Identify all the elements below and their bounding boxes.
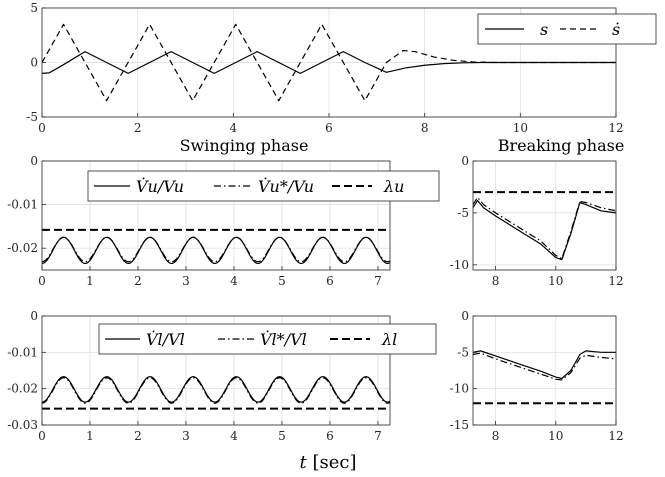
legend-upper-lambda: λu <box>383 177 404 196</box>
lower-breaking-ytick-label-1: -5 <box>457 345 469 359</box>
top-xtick-label-1: 2 <box>134 121 142 135</box>
legend-lower-vl: V̇l/Vl <box>146 330 185 349</box>
top-series-group <box>42 23 616 102</box>
top-ytick-label-0: 5 <box>30 1 38 15</box>
lower-swinging-frame <box>41 315 391 426</box>
legend-upper-vu-star: V̇u*/Vu <box>258 177 314 196</box>
lower-swinging-ytick-label-0: 0 <box>30 309 38 323</box>
upper-swinging-ytick-label-0: 0 <box>30 154 38 168</box>
lower-swinging-xtick-label-0: 0 <box>38 429 46 443</box>
upper-swinging-frame <box>41 160 391 271</box>
legend-top-sdot: ṡ <box>612 20 620 39</box>
legend-lower-vl-star: V̇l*/Vl <box>260 330 307 349</box>
lower-swinging-series-0 <box>42 376 390 403</box>
lower-swinging-xtick-label-6: 6 <box>326 429 334 443</box>
upper-breaking-ytick-label-1: -5 <box>457 206 469 220</box>
top-xtick-label-2: 4 <box>230 121 238 135</box>
upper-breaking-series-group <box>473 191 616 261</box>
legend-lower: V̇l/Vl V̇l*/Vl λl <box>98 323 437 355</box>
lower-breaking-series-1 <box>473 352 616 381</box>
lower-swinging-xtick-label-2: 2 <box>134 429 142 443</box>
legend-lower-box <box>98 323 437 355</box>
upper-breaking-series-1 <box>473 196 616 260</box>
lower-breaking-xtick-label-1: 10 <box>548 429 563 443</box>
lower-swinging-xtick-label-7: 7 <box>374 429 382 443</box>
lower-breaking-ytick-label-3: -15 <box>450 418 469 432</box>
top-xtick-label-0: 0 <box>38 121 46 135</box>
top-ytick-label-2: -5 <box>26 110 38 124</box>
lower-breaking-xtick-label-0: 8 <box>492 429 500 443</box>
upper-breaking-series-0 <box>473 199 616 261</box>
lower-swinging-ytick-label-1: -0.01 <box>7 345 38 359</box>
upper-swinging-xtick-label-3: 3 <box>182 274 190 288</box>
panel-lower-breaking: 8 10 12 0 -5 -10 -15 <box>450 309 624 443</box>
panel-upper-breaking: 8 10 12 0 -5 -10 <box>450 154 624 288</box>
lower-breaking-frame <box>472 315 617 426</box>
top-xtick-label-5: 10 <box>513 121 528 135</box>
top-series-1 <box>42 23 616 102</box>
upper-swinging-xtick-label-2: 2 <box>134 274 142 288</box>
upper-swinging-xtick-label-0: 0 <box>38 274 46 288</box>
legend-top-s: s <box>540 20 548 39</box>
upper-breaking-xtick-label-0: 8 <box>492 274 500 288</box>
x-axis-var: t <box>300 452 308 473</box>
upper-breaking-xtick-label-2: 12 <box>608 274 623 288</box>
legend-upper-box <box>87 170 440 202</box>
lower-swinging-xtick-label-1: 1 <box>86 429 94 443</box>
lower-swinging-xtick-label-4: 4 <box>230 429 238 443</box>
upper-breaking-plot-area <box>473 161 616 270</box>
lower-swinging-series-1 <box>42 377 390 404</box>
lower-swinging-series-group <box>42 376 390 410</box>
upper-swinging-xtick-label-7: 7 <box>374 274 382 288</box>
lower-swinging-ytick-label-2: -0.02 <box>7 382 38 396</box>
legend-upper-vu: V̇u/Vu <box>136 177 184 196</box>
top-series-0 <box>42 51 616 74</box>
legend-upper: V̇u/Vu V̇u*/Vu λu <box>87 170 440 202</box>
lower-breaking-plot-area <box>473 316 616 425</box>
top-frame <box>41 7 617 118</box>
lower-breaking-series-0 <box>473 350 616 380</box>
upper-swinging-series-1 <box>42 236 390 263</box>
upper-swinging-xtick-label-4: 4 <box>230 274 238 288</box>
x-axis-label: t [sec] <box>300 452 357 473</box>
upper-breaking-xtick-label-1: 10 <box>548 274 563 288</box>
lower-swinging-ytick-label-3: -0.03 <box>7 418 38 432</box>
lower-swinging-xtick-label-5: 5 <box>278 429 286 443</box>
lower-breaking-ytick-label-2: -10 <box>450 382 469 396</box>
upper-breaking-ytick-label-2: -10 <box>450 258 469 272</box>
legend-lower-lambda: λl <box>381 330 397 349</box>
swinging-phase-title: Swinging phase <box>180 136 309 155</box>
breaking-phase-title: Breaking phase <box>498 136 625 155</box>
upper-swinging-xtick-label-5: 5 <box>278 274 286 288</box>
top-xtick-label-6: 12 <box>608 121 623 135</box>
legend-top: s ṡ <box>477 13 657 45</box>
lower-breaking-series-group <box>473 350 616 405</box>
lower-breaking-ytick-label-0: 0 <box>461 309 469 323</box>
top-xtick-label-3: 6 <box>325 121 333 135</box>
lower-breaking-xtick-label-2: 12 <box>608 429 623 443</box>
lower-swinging-xtick-label-3: 3 <box>182 429 190 443</box>
upper-swinging-xtick-label-6: 6 <box>326 274 334 288</box>
upper-swinging-ytick-label-1: -0.01 <box>7 198 38 212</box>
upper-breaking-ytick-label-0: 0 <box>461 154 469 168</box>
top-xtick-label-4: 8 <box>421 121 429 135</box>
top-ytick-label-1: 0 <box>30 56 38 70</box>
upper-breaking-frame <box>472 160 617 271</box>
x-axis-unit: [sec] <box>312 452 356 473</box>
upper-swinging-ytick-label-2: -0.02 <box>7 241 38 255</box>
upper-swinging-xtick-label-1: 1 <box>86 274 94 288</box>
upper-swinging-series-group <box>42 228 390 265</box>
